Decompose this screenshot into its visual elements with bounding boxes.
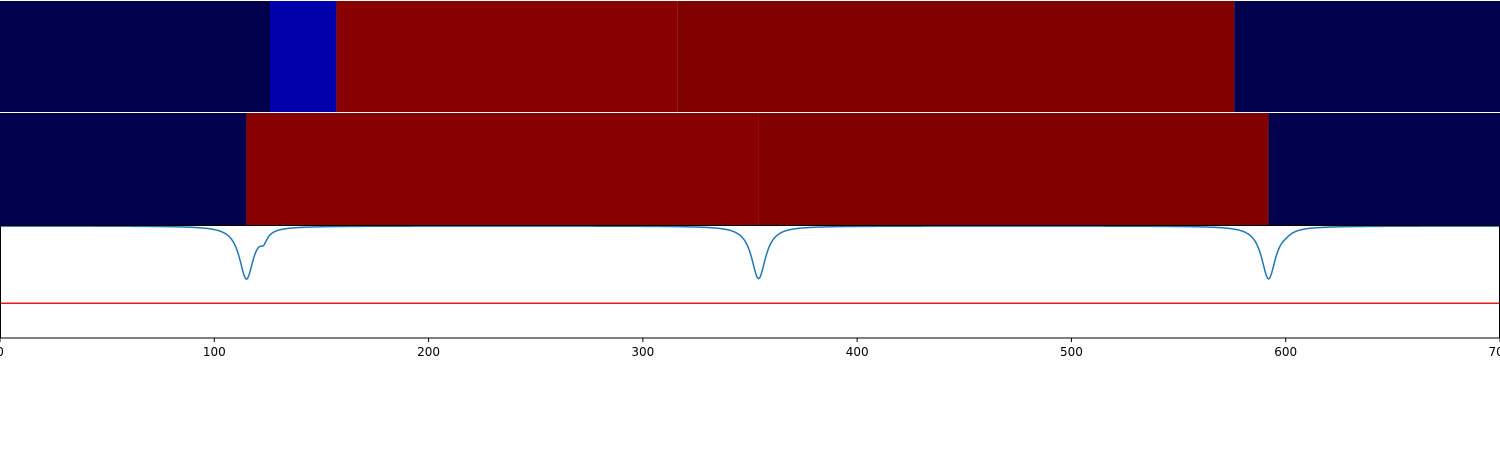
x-tick-label: 0 xyxy=(0,345,4,359)
series-line xyxy=(0,226,1500,281)
x-tick-label: 500 xyxy=(1060,345,1083,359)
heatmap-row-1-segment-4 xyxy=(677,1,1235,112)
line-panel xyxy=(0,225,1500,339)
heatmap-row-2-segment-4 xyxy=(1268,113,1500,225)
heatmap-row-1-segment-1 xyxy=(0,1,270,112)
x-tick-label: 300 xyxy=(631,345,654,359)
x-tick-label: 400 xyxy=(846,345,869,359)
heatmap-row-1-segment-2 xyxy=(270,1,337,112)
heatmap-row-2-segment-3 xyxy=(758,113,1269,225)
x-tick-label: 200 xyxy=(417,345,440,359)
heatmap-row-2-segment-2 xyxy=(246,113,759,225)
line-panel-background xyxy=(0,226,1500,338)
heatmap-row-1-segment-5 xyxy=(1234,1,1500,112)
x-tick-label: 700 xyxy=(1489,345,1500,359)
x-axis: 0 100 200 300 400 500 600 700 xyxy=(0,337,1500,359)
heatmap-row-2-segment-1 xyxy=(0,113,247,225)
heatmap-row-1-segment-3 xyxy=(336,1,678,112)
heatmap-panels xyxy=(0,1,1500,225)
x-tick-label: 100 xyxy=(203,345,226,359)
x-tick-label: 600 xyxy=(1274,345,1297,359)
